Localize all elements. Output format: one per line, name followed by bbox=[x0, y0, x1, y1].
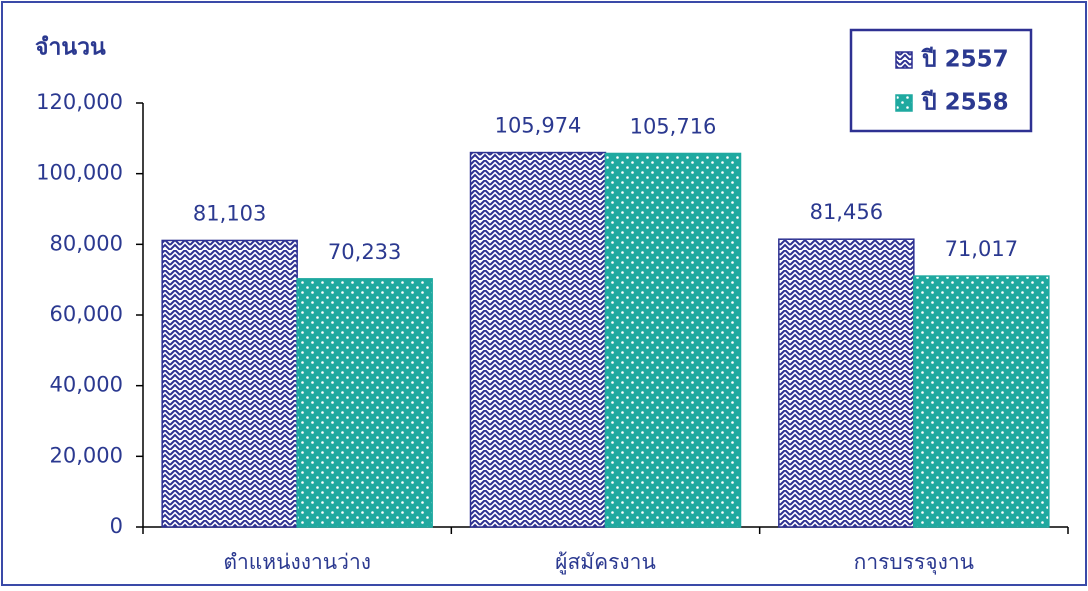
x-tick-label: การบรรจุงาน bbox=[854, 550, 974, 575]
bar bbox=[161, 239, 298, 528]
y-tick-label: 80,000 bbox=[50, 231, 123, 255]
legend-swatch bbox=[895, 51, 913, 69]
y-axis-label: จำนวน bbox=[35, 35, 106, 61]
value-label: 70,233 bbox=[328, 240, 401, 264]
bar bbox=[296, 278, 433, 528]
bar bbox=[778, 238, 915, 528]
y-tick-label: 100,000 bbox=[36, 161, 123, 185]
legend-swatch bbox=[895, 94, 913, 112]
bar bbox=[469, 151, 607, 528]
y-tick-label: 20,000 bbox=[50, 443, 123, 467]
bar bbox=[604, 152, 742, 528]
y-tick-label: 120,000 bbox=[36, 90, 123, 114]
y-tick-label: 0 bbox=[110, 514, 123, 538]
y-tick-label: 40,000 bbox=[50, 373, 123, 397]
value-label: 81,456 bbox=[810, 200, 883, 224]
value-label: 105,716 bbox=[630, 114, 717, 138]
bar bbox=[913, 275, 1050, 528]
legend-label: ปี 2557 bbox=[920, 47, 1008, 73]
legend-box bbox=[849, 28, 1033, 133]
y-tick-label: 60,000 bbox=[50, 302, 123, 326]
legend-label: ปี 2558 bbox=[920, 90, 1008, 116]
value-label: 81,103 bbox=[193, 201, 266, 225]
value-label: 105,974 bbox=[495, 114, 582, 138]
x-tick-label: ผู้สมัครงาน bbox=[555, 550, 656, 575]
x-tick-label: ตำแหน่งงานว่าง bbox=[223, 550, 371, 574]
value-label: 71,017 bbox=[945, 237, 1018, 261]
